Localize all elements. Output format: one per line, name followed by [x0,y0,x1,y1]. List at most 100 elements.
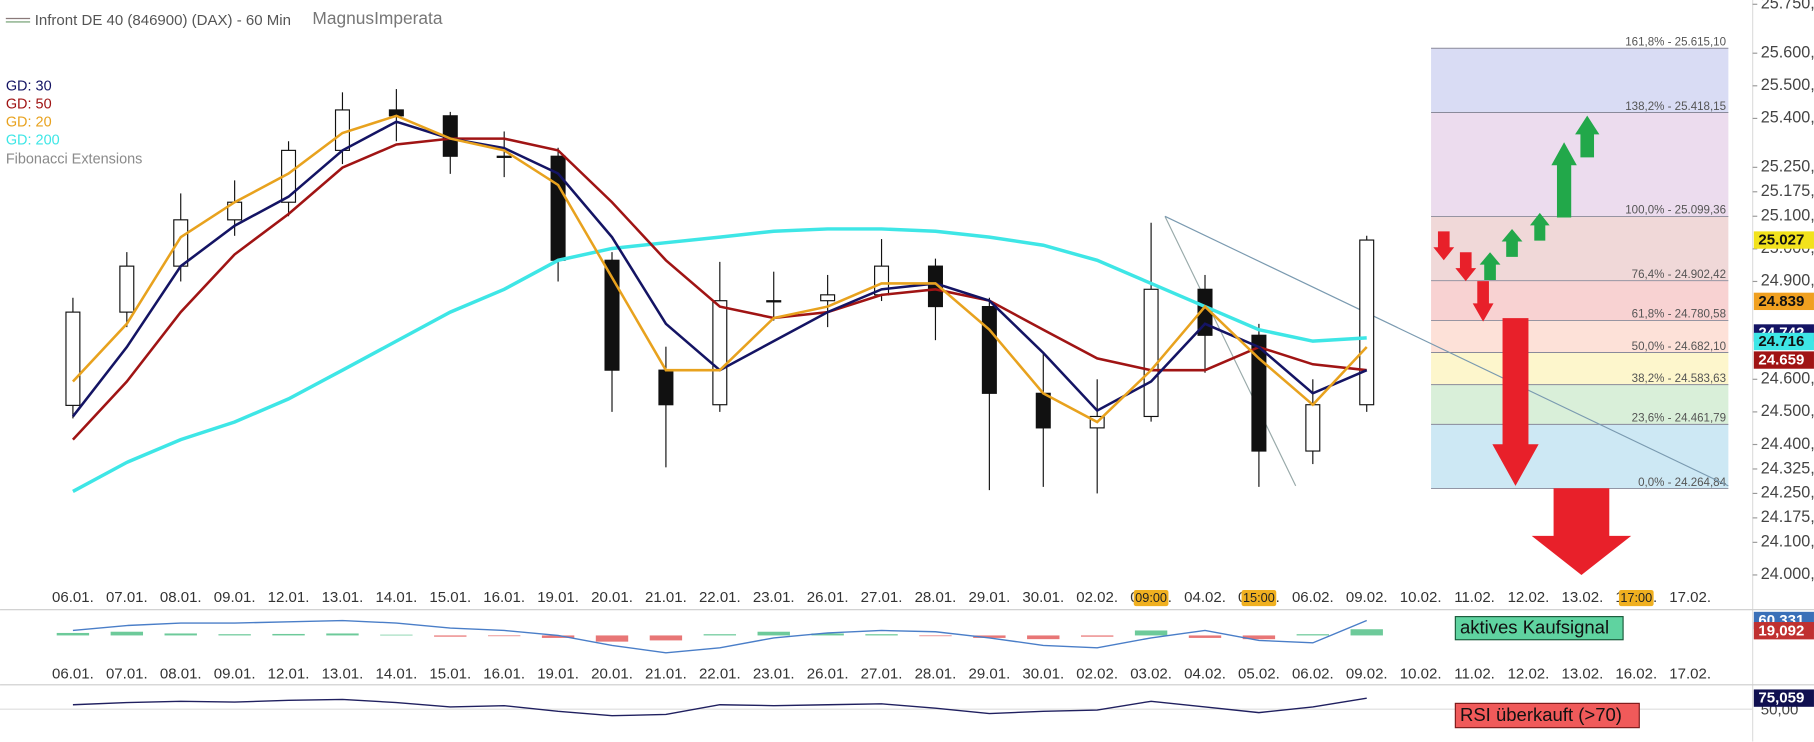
x-tick-label: 02.02. [1076,589,1118,606]
histogram-bar [1080,635,1114,637]
histogram-bar [56,632,90,636]
histogram-bar [1350,629,1383,636]
trend-line [1164,215,1729,487]
x-tick-label: 23.01. [753,665,795,682]
x-tick-label: 13.01. [322,589,364,606]
time-marker [1133,589,1169,607]
x-tick-label: 21.01. [645,589,687,606]
histogram-bar [434,635,467,637]
x-tick-label: 19.01. [537,665,579,682]
candle-body [658,369,674,406]
candle-body [766,300,782,303]
histogram-bar [326,633,359,636]
histogram-bar [487,635,521,637]
candle-body [820,294,836,302]
y-tick-label: 24.175, [1761,508,1814,526]
signal-box [1454,702,1640,729]
arrow-down [1433,231,1455,261]
x-tick-label: 14.01. [375,665,417,682]
arrow-up [1575,115,1600,158]
x-tick-label: 22.01. [699,665,741,682]
chart-subtitle: MagnusImperata [312,8,443,28]
x-tick-label: 09.01. [214,665,256,682]
time-marker-label: 17:00 [1620,590,1652,605]
histogram-bar [1296,634,1330,636]
x-tick-label: 09.02. [1346,665,1388,682]
y-tick-label: 25.250, [1761,158,1814,176]
x-tick-label: 12.02. [1508,589,1550,606]
candle-body [1035,392,1051,429]
fib-band [1431,384,1729,425]
arrow-down [1492,318,1539,486]
macd-line [72,619,1367,654]
x-tick-label: 26.01. [807,589,849,606]
histogram-bar [703,634,737,636]
x-tick-label: 09.01. [214,589,256,606]
fib-label: 38,2% - 24.583,63 [1632,373,1726,385]
fib-label: 76,4% - 24.902,42 [1632,269,1726,281]
histogram-bar [757,631,790,636]
x-tick-label: 07.01. [106,665,148,682]
x-tick-label: 27.01. [861,665,903,682]
fib-band [1431,352,1729,385]
signal-label: RSI überkauft (>70) [1460,704,1622,725]
candle-body [496,155,512,158]
histogram-bar [218,634,251,636]
histogram-bar [110,631,144,636]
x-tick-label: 13.02. [1561,589,1603,606]
candle-body [1143,288,1159,418]
x-tick-label: 16.01. [483,589,525,606]
x-tick-label: 20.01. [591,665,633,682]
y-tick-label: 24.325, [1761,459,1814,477]
x-tick-label: 07.01. [106,589,148,606]
candle-body [65,311,81,406]
x-tick-label: 10.02. [1400,589,1442,606]
x-tick-label: 06.02. [1292,589,1334,606]
last-value-badge [1753,332,1814,351]
histogram-bar [164,633,197,636]
last-value-badge [1753,622,1814,640]
last-value-label: 19,092 [1758,622,1804,639]
legend-entry: GD: 30 [6,79,52,95]
x-tick-label: 13.02. [1561,665,1603,682]
x-tick-label: 15.01. [429,665,471,682]
fib-band [1431,48,1729,113]
histogram-bar [1242,635,1276,640]
fib-label: 50,0% - 24.682,10 [1632,341,1726,353]
arrow-up [1529,212,1550,241]
arrow-down [1472,281,1494,322]
x-tick-label: 09.02. [1346,589,1388,606]
histogram-bar [649,635,683,641]
histogram-bar [1134,630,1168,636]
candle-body [604,259,620,371]
candle-body [1251,334,1267,452]
arrow-down [1531,488,1632,575]
x-tick-label: 16.02. [1615,665,1657,682]
arrow-up [1501,229,1523,257]
last-value-label: 75,059 [1758,690,1804,707]
x-tick-label: 30.01. [1022,665,1064,682]
candle-body [119,265,135,313]
time-marker [1241,589,1277,607]
fib-label: 161,8% - 25.615,10 [1625,37,1726,49]
time-marker [1618,589,1654,607]
last-value-badge [1753,689,1814,707]
x-tick-label: 19.01. [537,589,579,606]
x-tick-label: 22.01. [699,589,741,606]
y-tick-label: 25.400, [1761,109,1814,127]
y-tick-label: 25.175, [1761,182,1814,200]
trend-line [1164,216,1297,487]
x-tick-label: 28.01. [915,665,957,682]
legend-entry: GD: 20 [6,114,52,130]
y-tick-label: 24.500, [1761,402,1814,420]
fib-band [1431,216,1729,281]
rsi-line [72,697,1367,717]
fib-legend: Fibonacci Extensions [6,151,143,167]
x-tick-label: 26.01. [807,665,849,682]
arrow-up [1479,252,1501,280]
y-tick-label: 24.000, [1761,565,1814,583]
x-tick-label: 03.02. [1130,665,1172,682]
y-tick-label: 25.500, [1761,76,1814,94]
